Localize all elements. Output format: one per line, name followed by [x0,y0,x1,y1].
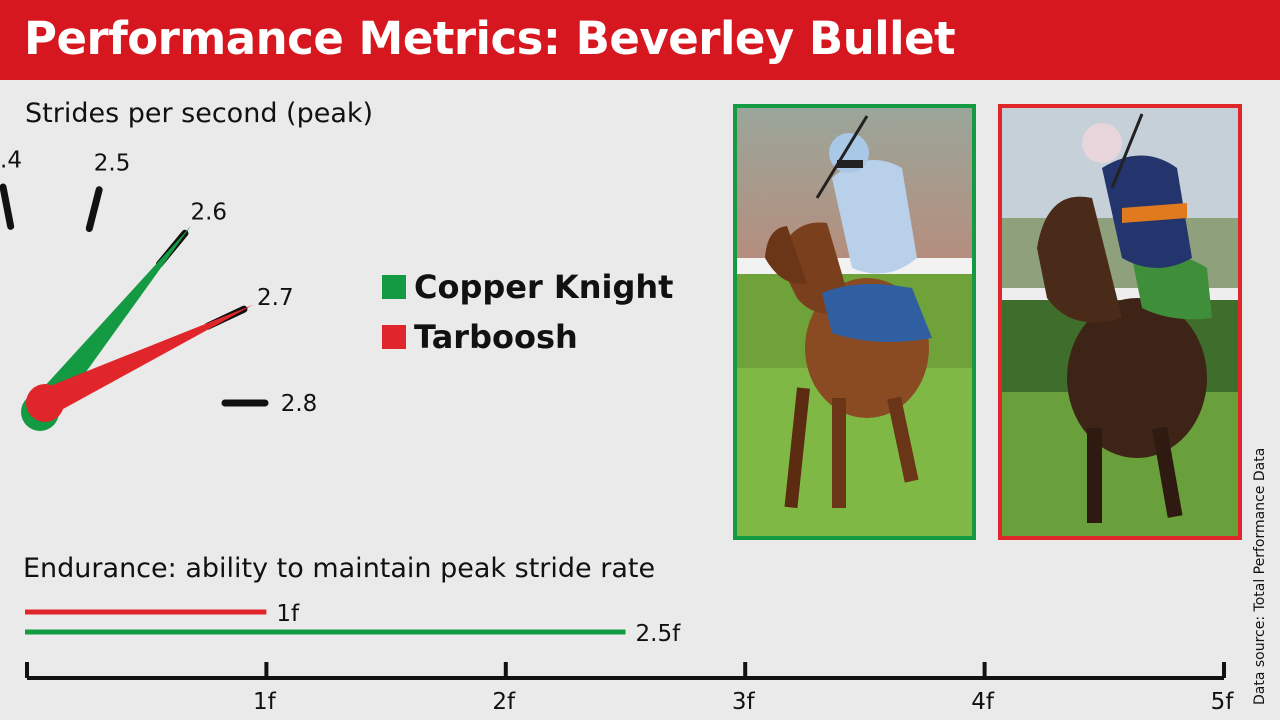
stride-gauge-chart: 2.4 2.5 2.6 2.7 2.8 [0,148,318,431]
legend-item-tarboosh: Tarboosh [382,312,673,362]
gauge-tick [0,183,15,230]
racehorse-jockey-photo-icon [1002,108,1238,536]
data-source-note: Data source: Total Performance Data [1252,447,1268,705]
gauge-tick [85,186,103,233]
endurance-value-label: 1f [276,601,300,627]
endurance-tick-label: 3f [732,689,756,715]
photo-tarboosh [998,104,1242,540]
gauge-title: Strides per second (peak) [25,98,374,129]
endurance-bar-chart: 1f 2.5f 1f 2f 3f 4f 5f [25,601,1235,715]
legend: Copper Knight Tarboosh [382,262,673,362]
gauge-tick-label: 2.8 [281,391,318,417]
endurance-tick-label: 2f [492,689,516,715]
gauge-needle [39,304,254,416]
legend-label: Copper Knight [414,268,674,306]
legend-item-copper-knight: Copper Knight [382,262,673,312]
endurance-tick-label: 4f [971,689,995,715]
gauge-needle-hub [26,384,64,422]
gauge-tick-label: 2.6 [190,200,227,226]
gauge-tick-label: 2.7 [257,285,294,311]
racehorse-jockey-photo-icon [737,108,972,536]
endurance-title: Endurance: ability to maintain peak stri… [23,553,656,584]
endurance-value-label: 2.5f [636,621,682,647]
endurance-tick-label: 1f [253,689,277,715]
photo-copper-knight [733,104,976,540]
gauge-needle [29,225,192,421]
header-banner: Performance Metrics: Beverley Bullet [0,0,1280,80]
legend-swatch-green [382,275,406,299]
legend-label: Tarboosh [414,318,578,356]
endurance-tick-label: 5f [1211,689,1235,715]
gauge-tick-label: 2.4 [0,148,22,174]
gauge-tick-label: 2.5 [94,151,131,177]
legend-swatch-red [382,325,406,349]
page-title: Performance Metrics: Beverley Bullet [24,12,956,65]
